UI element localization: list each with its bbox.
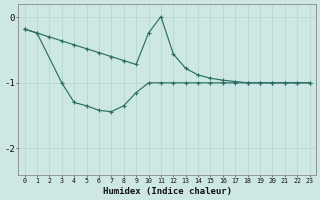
X-axis label: Humidex (Indice chaleur): Humidex (Indice chaleur) <box>103 187 232 196</box>
